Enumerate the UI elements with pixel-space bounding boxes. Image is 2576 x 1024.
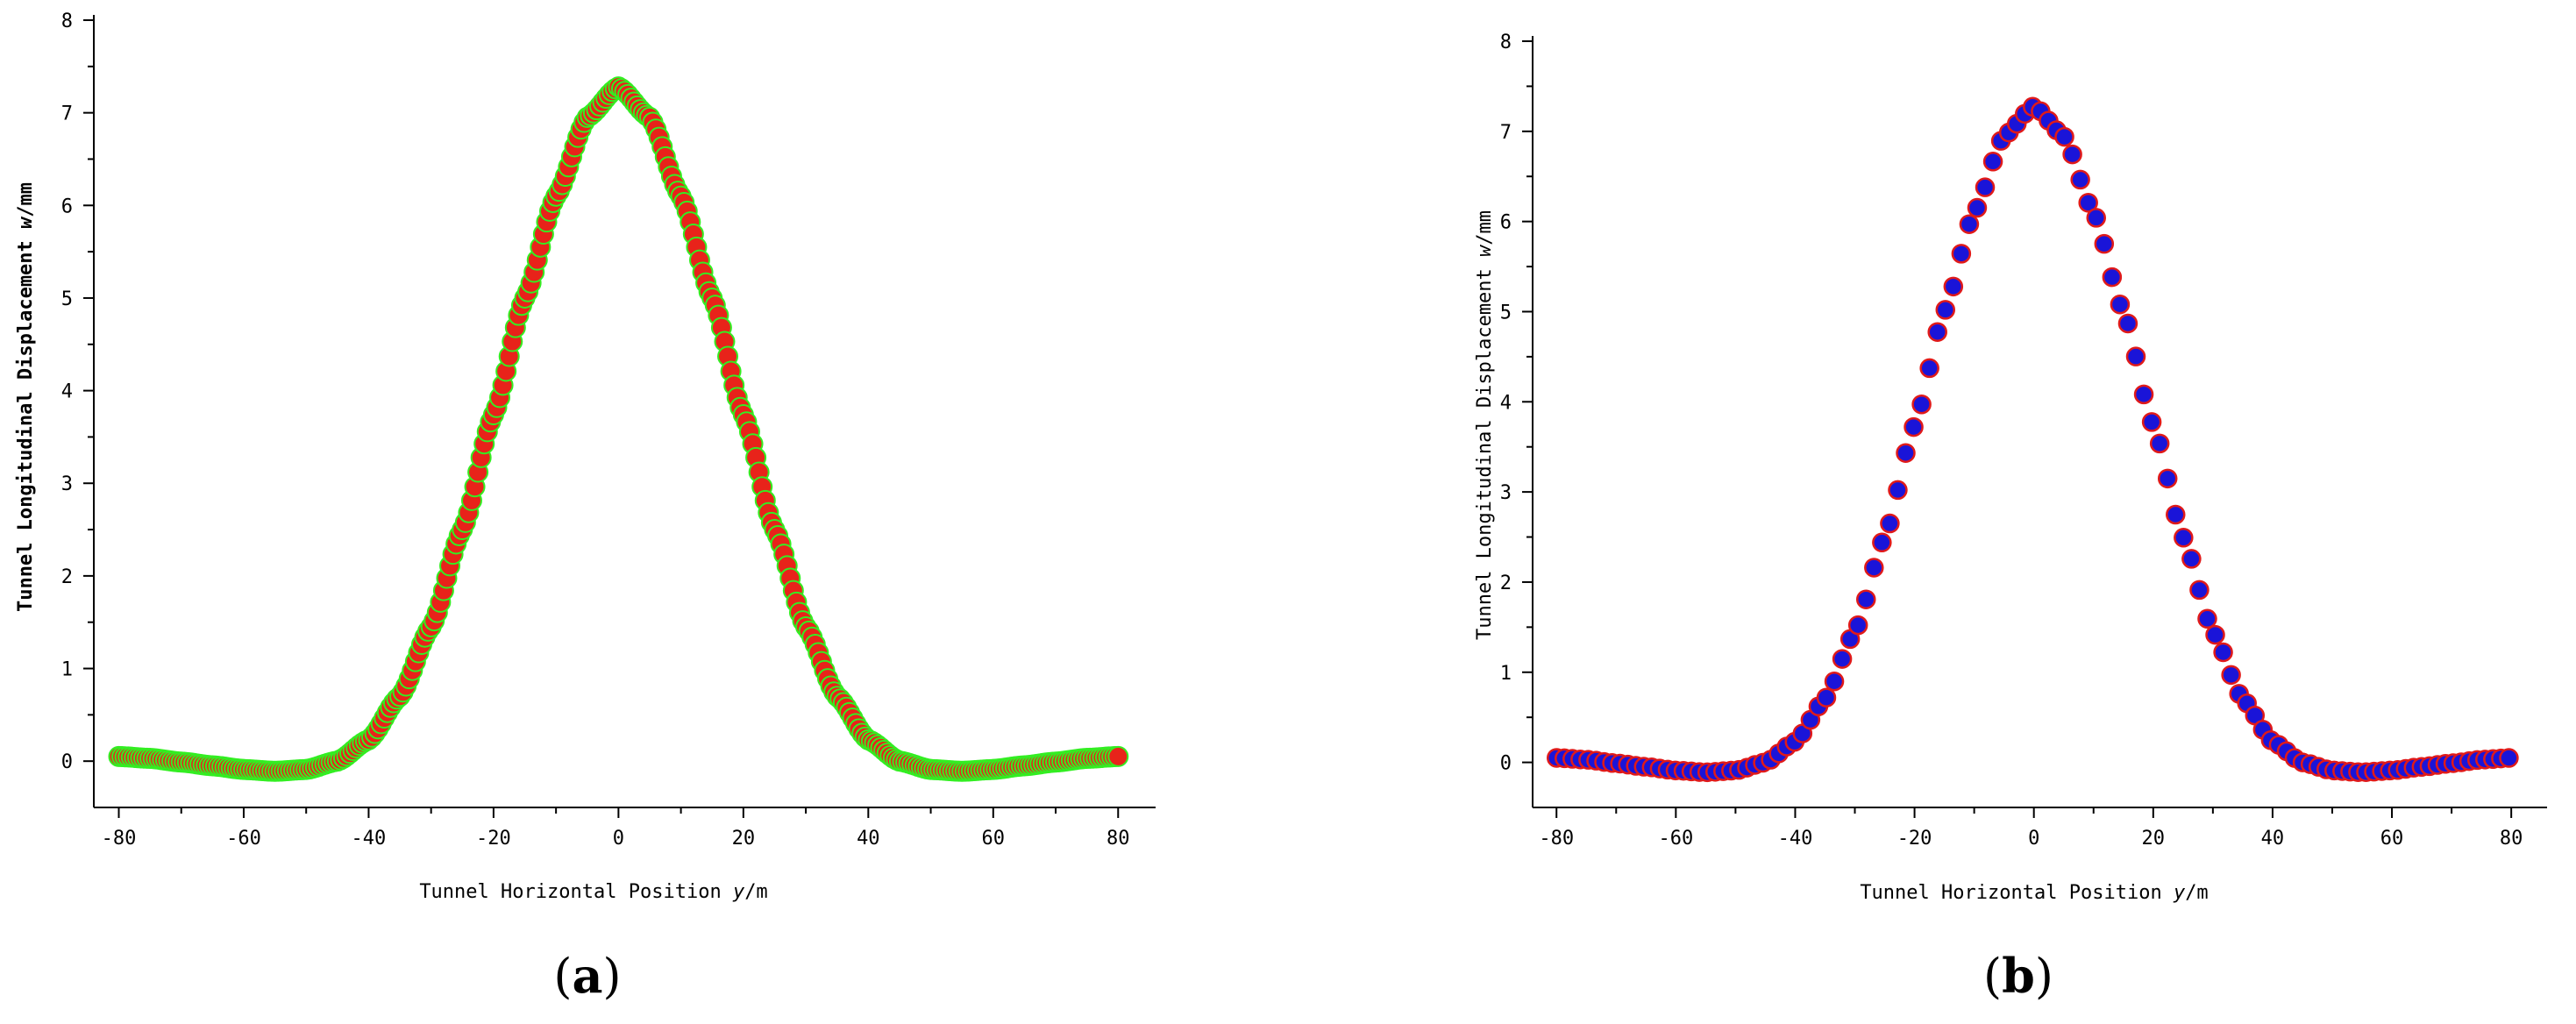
panel-b-data-point [1888, 480, 1908, 501]
panel-a-x-axis-label: Tunnel Horizontal Position y/m [419, 881, 767, 903]
panel-b-x-tick-label: -20 [1897, 828, 1932, 850]
panel-b-x-tick-label: 20 [2142, 828, 2166, 850]
panel-b-data-point [1880, 513, 1900, 534]
panel-a-x-tick-label: 20 [732, 828, 756, 850]
panel-b-y-tick-label: 6 [1500, 212, 1512, 234]
panel-b-data-point [1832, 649, 1853, 669]
panel-b-x-tick-label: 40 [2261, 828, 2285, 850]
panel-a-y-tick-label: 6 [61, 196, 73, 217]
panel-b-data-point [2117, 313, 2138, 334]
panel-b-data-point [2174, 528, 2194, 548]
panel-b-x-tick-label: 60 [2380, 828, 2404, 850]
panel-b-data-point [2125, 346, 2146, 366]
panel-b-data-point [1975, 177, 1996, 197]
panel-a-y-tick-label: 7 [61, 103, 73, 125]
panel-b-data-point [2070, 169, 2090, 190]
panel-a-chart: -80 -60 -40 -20 0 20 40 60 80 0 1 2 3 4 5 6 7 8 Tunnel H… [15, 11, 1156, 1004]
panel-a-data-point [1107, 745, 1129, 767]
panel-a-y-tick-label: 4 [61, 381, 73, 403]
panel-b-data-point [2189, 580, 2210, 601]
panel-b-y-tick-label: 4 [1500, 392, 1512, 414]
panel-b-label: (b) [1983, 948, 2053, 1004]
panel-b-axes [1522, 36, 2547, 818]
panel-a-y-tick-label: 8 [61, 11, 73, 32]
panel-a-axes [83, 15, 1156, 818]
panel-b-data-point [2213, 642, 2233, 663]
panel-b-data-point [2166, 504, 2186, 525]
panel-b-data-point [1824, 671, 1845, 692]
panel-b-x-tick-label: -80 [1539, 828, 1574, 850]
panel-b-x-tick-labels: -80 -60 -40 -20 0 20 40 60 80 [1539, 828, 2523, 850]
panel-b-x-axis-label: Tunnel Horizontal Position y/m [1860, 882, 2208, 904]
panel-b-data-point [1872, 532, 1892, 553]
panel-b-data-point [1943, 276, 1964, 297]
panel-b-y-tick-labels: 0 1 2 3 4 5 6 7 8 [1500, 32, 1512, 775]
panel-b-data-point [1959, 214, 1980, 234]
panel-b-x-tick-label: 80 [2500, 828, 2523, 850]
panel-b-y-tick-label: 2 [1500, 572, 1512, 594]
panel-b-data-point [1982, 152, 2003, 172]
panel-b-data-point [1864, 558, 1884, 578]
panel-b-x-tick-label: 0 [2028, 828, 2039, 850]
panel-b-data-point [1919, 358, 1939, 379]
panel-a-y-tick-label: 5 [61, 288, 73, 310]
panel-a-x-tick-label: 0 [613, 828, 624, 850]
panel-b-data-point [2149, 433, 2170, 454]
panel-a-x-tick-label: 60 [982, 828, 1006, 850]
panel-a-y-tick-label: 1 [61, 659, 73, 681]
panel-a-x-tick-label: -40 [352, 828, 387, 850]
panel-b-data-point [2157, 468, 2178, 489]
panel-a-y-tick-label: 3 [61, 473, 73, 495]
panel-b-x-tick-label: -40 [1778, 828, 1813, 850]
panel-a-y-axis-label: Tunnel Longitudinal Displacement w/mm [15, 182, 37, 612]
panel-b-data-point [1951, 244, 1972, 264]
panel-b-chart: -80 -60 -40 -20 0 20 40 60 80 0 1 2 3 4 5 6 7 8 Tunnel H… [1474, 32, 2547, 1004]
panel-b-data-point [1927, 322, 1947, 342]
panel-b-y-tick-label: 3 [1500, 482, 1512, 504]
panel-b-data-point [2205, 624, 2225, 645]
panel-b-data-point [2054, 126, 2074, 147]
panel-a-series-markers [108, 76, 1129, 782]
panel-b-y-tick-label: 1 [1500, 663, 1512, 685]
panel-b-data-point [1911, 394, 1932, 415]
panel-b-data-point [2141, 412, 2162, 432]
panel-b-x-tick-label: -60 [1658, 828, 1693, 850]
panel-b-data-point [2078, 193, 2098, 213]
panel-b-data-point [2197, 608, 2217, 629]
panel-b-data-point [1816, 687, 1837, 708]
panel-b-data-point [1904, 416, 1924, 437]
panel-a-x-tick-label: -20 [476, 828, 511, 850]
panel-b-data-point [1967, 197, 1988, 218]
panel-a-x-tick-labels: -80 -60 -40 -20 0 20 40 60 80 [102, 828, 1130, 850]
panel-a-x-tick-label: 80 [1107, 828, 1130, 850]
panel-b-data-point [2086, 208, 2106, 228]
panel-b-series-markers [1546, 96, 2519, 783]
panel-a-y-tick-label: 0 [61, 751, 73, 773]
panel-b-y-tick-label: 5 [1500, 302, 1512, 324]
panel-b-data-point [1847, 615, 1868, 636]
panel-b-y-axis-label: Tunnel Longitudinal Displacement w/mm [1474, 210, 1496, 640]
panel-b-data-point [2221, 665, 2241, 686]
panel-a-x-tick-label: 40 [857, 828, 880, 850]
panel-b-data-point [2181, 549, 2202, 569]
panel-b-data-point [2110, 294, 2131, 315]
panel-a-y-tick-label: 2 [61, 566, 73, 588]
panel-b-data-point [1935, 300, 1956, 320]
panel-b-y-tick-label: 7 [1500, 122, 1512, 144]
panel-b-data-point [2062, 144, 2082, 165]
panel-a-y-tick-labels: 0 1 2 3 4 5 6 7 8 [61, 11, 73, 773]
panel-b-data-point [1896, 443, 1916, 463]
panel-b-data-point [2102, 267, 2123, 288]
panel-b-data-point [2094, 233, 2115, 254]
panel-a-x-tick-label: -80 [102, 828, 137, 850]
panel-b-data-point [2133, 384, 2154, 405]
panel-b-y-tick-label: 0 [1500, 753, 1512, 775]
panel-b-data-point [1855, 589, 1876, 609]
panel-b-data-point [2499, 748, 2519, 768]
panel-b-y-tick-label: 8 [1500, 32, 1512, 53]
panel-a-x-tick-label: -60 [226, 828, 261, 850]
panel-a-label: (a) [553, 948, 621, 1004]
